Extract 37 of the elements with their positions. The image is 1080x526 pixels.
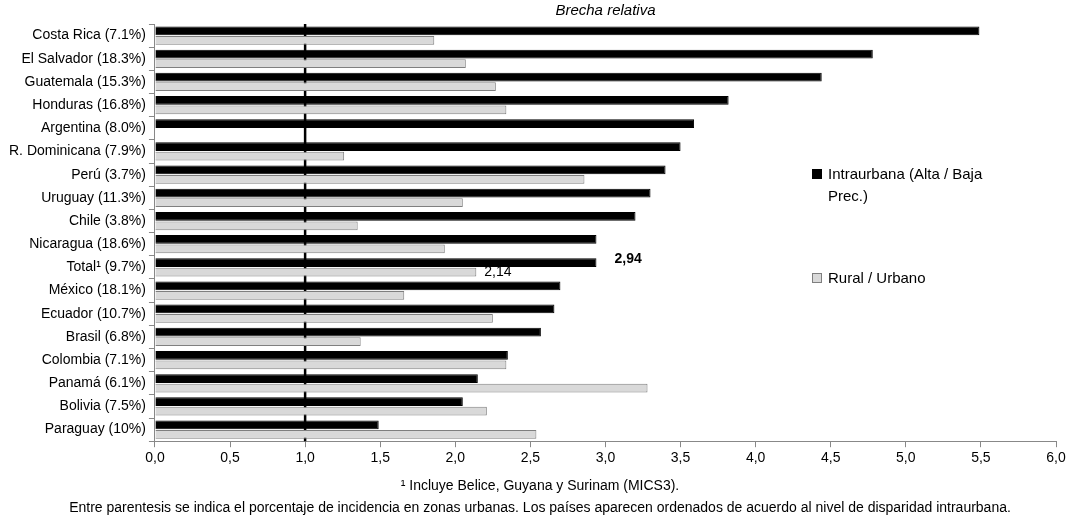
legend-label: Rural / Urbano	[828, 268, 926, 288]
y-tick-label: Paraguay (10%)	[44, 420, 146, 437]
y-tick-label: Panamá (6.1%)	[48, 374, 146, 391]
x-tick-label: 5,0	[896, 449, 916, 466]
y-tick-label: Ecuador (10.7%)	[40, 304, 146, 321]
y-tick-label: Honduras (16.8%)	[32, 95, 146, 112]
y-tick-label: Perú (3.7%)	[71, 165, 146, 182]
legend-label: Intraurbana (Alta / Baja Prec.)	[828, 164, 984, 206]
x-tick-label: 1,5	[370, 449, 391, 466]
y-tick-label: R. Dominicana (7.9%)	[9, 142, 146, 159]
y-tick-label: Costa Rica (7.1%)	[32, 26, 146, 43]
text: Entre parentesis se indica el porcentaje de incidencia en zonas urbanas. Los países aparecen ordenados de acuerdo al nivel de disparidad intraurbana.	[68, 498, 1012, 517]
data-label: 2,94	[614, 250, 642, 267]
x-tick-label: 0,5	[220, 449, 240, 466]
x-tick-label: 2,0	[445, 449, 466, 466]
x-tick-label: 4,0	[745, 449, 766, 466]
y-tick-label: Argentina (8.0%)	[40, 119, 146, 136]
y-tick-label: Brasil (6.8%)	[65, 327, 146, 344]
x-tick-label: 1,0	[295, 449, 316, 466]
chart-title: Brecha relativa	[555, 1, 656, 19]
x-tick-label: 3,0	[595, 449, 616, 466]
x-tick-label: 5,5	[971, 449, 991, 466]
x-tick-label: 2,5	[520, 449, 541, 466]
y-tick-label: El Salvador (18.3%)	[21, 49, 146, 66]
x-tick-label: 3,5	[670, 449, 691, 466]
y-tick-label: Uruguay (11.3%)	[41, 188, 146, 205]
x-tick-label: 6,0	[1046, 449, 1066, 466]
y-tick-label: Chile (3.8%)	[68, 211, 146, 228]
y-tick-label: Bolivia (7.5%)	[59, 397, 146, 414]
y-tick-label: Nicaragua (18.6%)	[29, 235, 146, 252]
y-tick-label: Guatemala (15.3%)	[24, 72, 146, 89]
x-tick-label: 4,5	[821, 449, 841, 466]
y-tick-label: Colombia (7.1%)	[41, 350, 146, 367]
text: ¹ Incluye Belice, Guyana y Surinam (MICS3).	[399, 476, 681, 495]
x-tick-label: 0,0	[145, 449, 165, 466]
y-tick-label: Total¹ (9.7%)	[66, 258, 146, 275]
y-tick-label: México (18.1%)	[48, 281, 146, 298]
